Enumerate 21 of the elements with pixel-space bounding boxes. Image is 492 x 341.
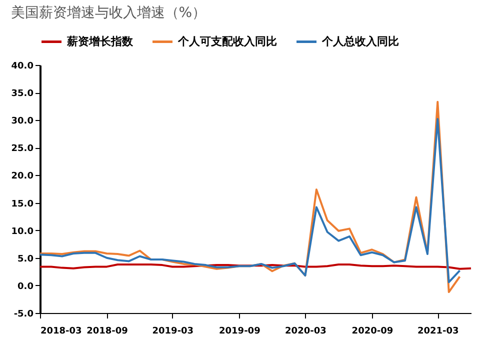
x-tick-label: 2020-09 [352, 326, 394, 336]
x-tick-label: 2021-03 [417, 326, 459, 336]
legend-label: 个人总收入同比 [321, 34, 399, 48]
x-tick-label: 2018-09 [86, 326, 128, 336]
y-tick-label: 35.0 [11, 89, 34, 100]
legend-label: 薪资增长指数 [66, 34, 134, 48]
y-tick-label: 25.0 [11, 144, 34, 154]
x-tick-label: 2018-03 [40, 326, 82, 336]
y-tick-label: 0.0 [18, 282, 34, 292]
y-tick-label: 10.0 [11, 226, 34, 237]
y-tick-label: 20.0 [11, 172, 34, 182]
y-tick-label: -5.0 [14, 310, 34, 320]
y-tick-label: 5.0 [18, 254, 34, 264]
x-tick-label: 2020-03 [285, 326, 326, 336]
y-tick-label: 40.0 [11, 62, 34, 72]
y-tick-label: 15.0 [11, 199, 34, 210]
legend-label: 个人可支配收入同比 [177, 34, 277, 48]
x-tick-label: 2019-03 [152, 326, 194, 336]
chart-title: 美国薪资增速与收入增速（%） [10, 5, 206, 21]
y-tick-label: 30.0 [11, 116, 34, 127]
x-tick-label: 2019-09 [219, 326, 260, 336]
